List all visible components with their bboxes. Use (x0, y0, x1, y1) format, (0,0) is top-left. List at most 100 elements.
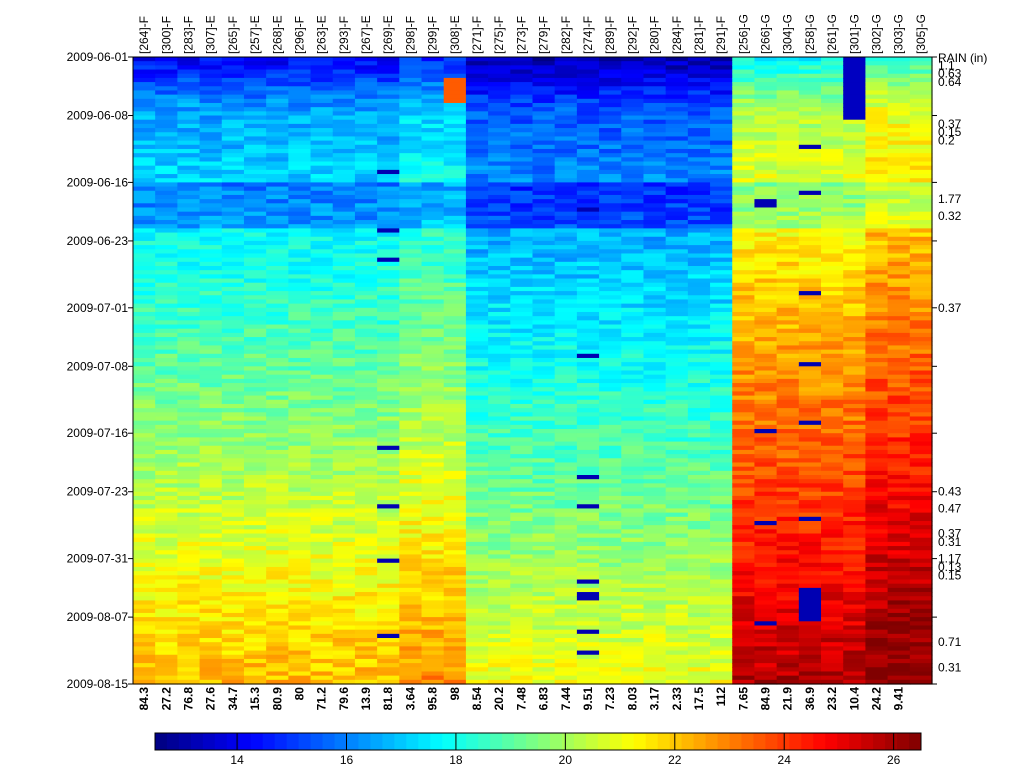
colorbar-swatch (226, 733, 240, 750)
colorbar-swatch (789, 733, 802, 750)
column-label-top: [275]-F (492, 16, 506, 54)
colorbar-tick-label: 16 (340, 753, 354, 767)
colorbar: 14 16 18 20 22 24 26 (154, 732, 922, 767)
rain-label: 1.1 (938, 58, 955, 72)
rain-label: 0.15 (938, 568, 962, 582)
column-label-top: [280]-F (648, 16, 662, 54)
rain-label: 0.43 (938, 485, 962, 499)
colorbar-swatch (155, 733, 168, 750)
column-label-top: [258]-G (803, 14, 817, 54)
column-label-bottom: 84.3 (137, 687, 151, 711)
column-label-top: [284]-F (670, 16, 684, 54)
column-label-top: [279]-F (537, 16, 551, 54)
colorbar-swatch (466, 733, 479, 750)
y-tick-label: 2009-07-16 (67, 426, 129, 440)
colorbar-swatch (909, 733, 922, 750)
colorbar-swatch (801, 733, 814, 750)
colorbar-swatch (238, 733, 252, 750)
colorbar-swatch (346, 733, 359, 750)
colorbar-swatch (897, 733, 910, 750)
plot-frame (132, 56, 933, 685)
column-label-top: [257]-E (248, 15, 262, 54)
column-label-bottom: 84.9 (759, 687, 773, 711)
colorbar-swatch (202, 733, 216, 750)
y-tick-label: 2009-08-07 (67, 610, 129, 624)
colorbar-swatch (753, 733, 766, 750)
column-label-top: [296]-F (292, 16, 306, 54)
column-label-bottom: 15.3 (248, 687, 262, 711)
colorbar-swatch (729, 733, 742, 750)
colorbar-swatch (298, 733, 312, 750)
column-label-bottom: 34.7 (226, 687, 240, 711)
column-label-top: [305]-G (914, 14, 928, 54)
colorbar-frame (154, 732, 922, 751)
colorbar-swatch (549, 733, 563, 750)
column-label-bottom: 36.9 (803, 687, 817, 711)
rain-label: 0.63 (938, 67, 962, 81)
column-label-top: [269]-E (381, 15, 395, 54)
column-label-top: [264]-F (137, 16, 151, 54)
colorbar-swatch (633, 733, 647, 750)
colorbar-swatch (430, 733, 443, 750)
rain-labels: 1.10.630.640.370.150.21.770.320.370.430.… (938, 58, 962, 674)
colorbar-swatch (681, 733, 695, 750)
column-label-top: [308]-E (448, 15, 462, 54)
column-label-top: [267]-E (359, 15, 373, 54)
colorbar-swatch (657, 733, 671, 750)
rain-label: 0.64 (938, 75, 962, 89)
colorbar-swatch (478, 733, 491, 750)
colorbar-tick-label: 14 (230, 753, 244, 767)
colorbar-swatch (490, 733, 503, 750)
column-label-bottom: 79.6 (337, 687, 351, 711)
colorbar-tick-label: 18 (449, 753, 463, 767)
rain-label: 0.37 (938, 301, 962, 315)
column-label-top: [304]-G (781, 14, 795, 54)
column-label-bottom: 8.03 (625, 687, 639, 711)
column-label-bottom: 20.2 (492, 687, 506, 711)
colorbar-tick-label: 24 (778, 753, 792, 767)
colorbar-tick-label: 26 (887, 753, 901, 767)
rain-label: 0.32 (938, 209, 962, 223)
colorbar-swatch (669, 733, 683, 750)
column-label-bottom: 17.5 (692, 687, 706, 711)
column-label-bottom: 80 (292, 687, 306, 701)
y-tick-label: 2009-07-31 (67, 552, 129, 566)
y-tick-label: 2009-07-08 (67, 359, 129, 373)
column-label-bottom: 23.2 (825, 687, 839, 711)
colorbar-swatch (861, 733, 874, 750)
column-label-bottom: 24.2 (870, 687, 884, 711)
column-label-bottom: 7.65 (736, 687, 750, 711)
colorbar-swatch (538, 733, 551, 750)
column-label-bottom: 10.4 (847, 687, 861, 711)
y-tick-label: 2009-07-01 (67, 301, 129, 315)
rain-label: 0.2 (938, 134, 955, 148)
column-label-bottom: 95.8 (426, 687, 440, 711)
colorbar-swatch (274, 733, 288, 750)
colorbar-swatch (777, 733, 790, 750)
colorbar-swatch (250, 733, 264, 750)
column-label-top: [271]-F (470, 16, 484, 54)
y-tick-label: 2009-06-16 (67, 175, 129, 189)
rain-label: 0.15 (938, 125, 962, 139)
y-tick-label: 2009-07-23 (67, 485, 129, 499)
y-tick-label: 2009-06-23 (67, 234, 129, 248)
rain-axis-title: RAIN (in) (938, 51, 987, 65)
colorbar-tick-label: 20 (559, 753, 573, 767)
colorbar-swatch (178, 733, 192, 750)
column-label-top: [256]-G (736, 14, 750, 54)
heatmap-cells (133, 57, 933, 685)
column-label-bottom: 3.17 (648, 687, 662, 711)
column-label-top: [292]-F (625, 16, 639, 54)
colorbar-swatch (693, 733, 707, 750)
rain-label: 0.31 (938, 535, 962, 549)
column-label-bottom: 9.51 (581, 687, 595, 711)
rain-label: 0.13 (938, 560, 962, 574)
colorbar-swatch (214, 733, 228, 750)
colorbar-swatch (322, 733, 336, 750)
column-label-top: [274]-F (581, 16, 595, 54)
colorbar-swatch (442, 733, 455, 750)
column-label-top: [301]-G (847, 14, 861, 54)
column-label-bottom: 3.64 (403, 687, 417, 711)
column-label-top: [261]-G (825, 14, 839, 54)
colorbar-swatch (645, 733, 659, 750)
